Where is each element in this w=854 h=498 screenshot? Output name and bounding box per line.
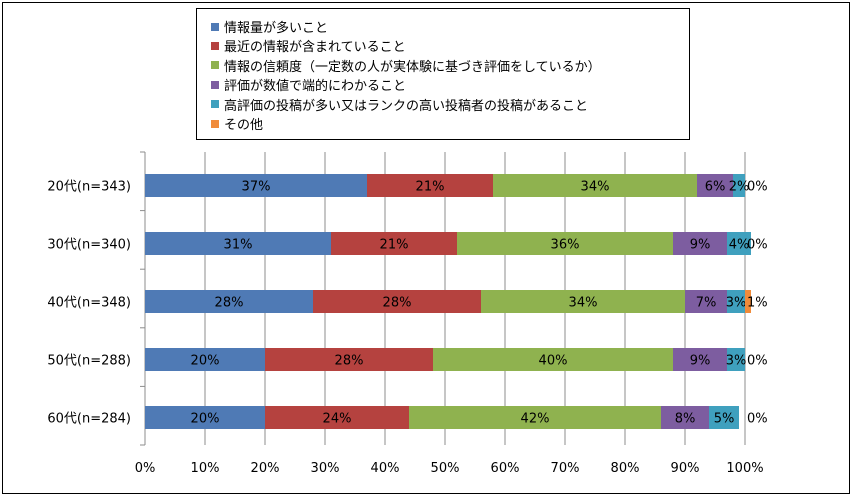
legend-item: 情報の信頼度（一定数の人が実体験に基づき評価をしているか）: [211, 56, 601, 75]
bar-segment: [145, 232, 331, 255]
data-label: 20%: [191, 354, 220, 369]
data-label: 4%: [729, 238, 750, 253]
bar-segment: [145, 348, 265, 371]
data-label: 9%: [690, 238, 711, 253]
legend-item: その他: [211, 114, 263, 133]
bar-segment: [733, 174, 745, 197]
legend-swatch: [211, 119, 219, 128]
bar-segment: [457, 232, 673, 255]
data-label: 9%: [690, 354, 711, 369]
x-tick-label: 60%: [491, 461, 520, 476]
bar-segment: [727, 348, 745, 371]
bar-segment: [265, 406, 409, 429]
data-label: 24%: [323, 412, 352, 427]
data-label: 6%: [705, 180, 726, 195]
bar-segment: [313, 290, 481, 313]
legend-label: 情報量が多いこと: [224, 21, 329, 36]
bar-segment: [673, 232, 727, 255]
x-tick-label: 80%: [611, 461, 640, 476]
bar-segment: [493, 174, 697, 197]
data-label: 0%: [747, 412, 768, 427]
bar-segment: [727, 290, 745, 313]
x-tick-label: 50%: [431, 461, 460, 476]
category-label: 40代(n=348): [47, 296, 131, 311]
bar-segment: [697, 174, 733, 197]
x-tick-label: 90%: [671, 461, 700, 476]
data-label: 31%: [224, 238, 253, 253]
category-label: 60代(n=284): [47, 412, 131, 427]
data-label: 21%: [380, 238, 409, 253]
data-label: 28%: [383, 296, 412, 311]
data-label: 0%: [747, 180, 768, 195]
bar-segment: [367, 174, 493, 197]
category-label: 20代(n=343): [47, 180, 131, 195]
x-tick-label: 20%: [251, 461, 280, 476]
data-label: 40%: [539, 354, 568, 369]
legend-item: 評価が数値で端的にわかること: [211, 75, 406, 94]
data-label: 28%: [215, 296, 244, 311]
data-label: 8%: [675, 412, 696, 427]
bar-segment: [727, 232, 751, 255]
data-label: 34%: [569, 296, 598, 311]
data-label: 2%: [729, 180, 750, 195]
bar-segment: [661, 406, 709, 429]
bar-segment: [145, 290, 313, 313]
data-label: 21%: [416, 180, 445, 195]
data-label: 3%: [726, 296, 747, 311]
x-tick-label: 10%: [191, 461, 220, 476]
x-tick-label: 40%: [371, 461, 400, 476]
x-tick-label: 0%: [135, 461, 156, 476]
data-label: 7%: [696, 296, 717, 311]
legend-swatch: [211, 61, 219, 70]
legend-item: 最近の情報が含まれていること: [211, 36, 406, 55]
bar-segment: [331, 232, 457, 255]
legend-label: 最近の情報が含まれていること: [224, 40, 406, 56]
legend-label: 高評価の投稿が多い又はランクの高い投稿者の投稿があること: [224, 98, 589, 114]
x-tick-label: 70%: [551, 461, 580, 476]
legend-swatch: [211, 22, 219, 31]
data-label: 0%: [747, 238, 768, 253]
category-label: 30代(n=340): [47, 238, 131, 253]
bar-segment: [685, 290, 727, 313]
data-label: 20%: [191, 412, 220, 427]
data-label: 5%: [714, 412, 735, 427]
bar-segment: [145, 174, 367, 197]
data-label: 42%: [521, 412, 550, 427]
legend-swatch: [211, 100, 219, 109]
data-label: 1%: [747, 296, 768, 311]
legend-item: 情報量が多いこと: [211, 17, 328, 36]
bar-segment: [709, 406, 739, 429]
legend-label: 評価が数値で端的にわかること: [224, 79, 407, 95]
chart-legend: 情報量が多いこと最近の情報が含まれていること情報の信頼度（一定数の人が実体験に基…: [196, 8, 690, 140]
bar-segment: [145, 406, 265, 429]
data-label: 0%: [747, 354, 768, 369]
legend-swatch: [211, 41, 219, 50]
bar-segment: [673, 348, 727, 371]
legend-label: その他: [224, 118, 264, 133]
bar-segment: [409, 406, 661, 429]
data-label: 37%: [242, 180, 271, 195]
data-label: 28%: [335, 354, 364, 369]
legend-item: 高評価の投稿が多い又はランクの高い投稿者の投稿があること: [211, 95, 588, 114]
bar-segment: [481, 290, 685, 313]
bar-segment: [433, 348, 673, 371]
data-label: 36%: [551, 238, 580, 253]
legend-swatch: [211, 80, 219, 89]
data-label: 3%: [726, 354, 747, 369]
x-tick-label: 100%: [726, 461, 763, 476]
data-label: 34%: [581, 180, 610, 195]
bar-segment: [745, 290, 751, 313]
x-tick-label: 30%: [311, 461, 340, 476]
category-label: 50代(n=288): [47, 354, 131, 369]
bar-segment: [265, 348, 433, 371]
legend-label: 情報の信頼度（一定数の人が実体験に基づき評価をしているか）: [224, 59, 601, 75]
